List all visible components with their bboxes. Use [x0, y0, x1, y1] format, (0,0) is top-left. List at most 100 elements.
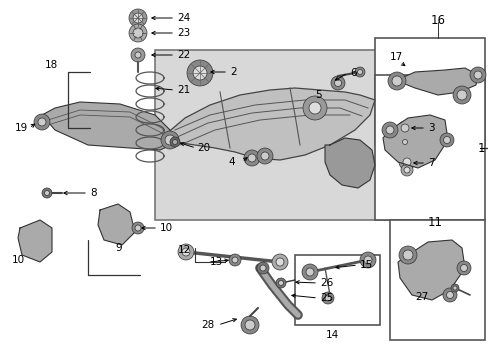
Circle shape [403, 167, 409, 173]
Polygon shape [42, 102, 175, 150]
Circle shape [456, 90, 466, 100]
Circle shape [182, 248, 190, 256]
Circle shape [186, 60, 213, 86]
Text: 11: 11 [427, 216, 442, 229]
Text: 27: 27 [414, 292, 427, 302]
Text: 20: 20 [197, 143, 210, 153]
Circle shape [170, 137, 180, 147]
Circle shape [456, 261, 470, 275]
Circle shape [164, 135, 175, 145]
Text: 3: 3 [427, 123, 434, 133]
Circle shape [193, 66, 206, 80]
Circle shape [257, 262, 268, 274]
Circle shape [133, 28, 142, 38]
Text: 7: 7 [427, 158, 434, 168]
Text: 8: 8 [90, 188, 97, 198]
Bar [155, 50, 389, 220]
Circle shape [275, 278, 285, 288]
Circle shape [385, 126, 393, 134]
Text: 25: 25 [319, 293, 332, 303]
Circle shape [325, 295, 330, 301]
Text: 10: 10 [12, 255, 25, 265]
Text: 12: 12 [178, 245, 191, 255]
Circle shape [321, 292, 333, 304]
Circle shape [452, 86, 470, 104]
Circle shape [402, 250, 412, 260]
Circle shape [231, 257, 238, 263]
Circle shape [469, 67, 485, 83]
Text: 16: 16 [429, 13, 445, 27]
Text: 22: 22 [177, 50, 190, 60]
Polygon shape [98, 204, 135, 245]
Text: 24: 24 [177, 13, 190, 23]
Polygon shape [382, 115, 447, 168]
Circle shape [178, 244, 194, 260]
Bar [389, 220, 484, 340]
Text: 10: 10 [160, 223, 173, 233]
Bar [294, 255, 379, 325]
Circle shape [442, 288, 456, 302]
Text: 9: 9 [115, 243, 122, 253]
Circle shape [228, 254, 241, 266]
Circle shape [271, 254, 287, 270]
Circle shape [260, 265, 265, 271]
Polygon shape [397, 240, 464, 300]
Circle shape [275, 258, 284, 266]
Text: 17: 17 [389, 52, 403, 62]
Text: 18: 18 [45, 60, 58, 70]
Circle shape [357, 69, 362, 75]
Text: 5: 5 [314, 90, 321, 100]
Circle shape [330, 76, 345, 90]
Circle shape [363, 256, 371, 264]
Circle shape [334, 80, 341, 86]
Circle shape [44, 190, 49, 195]
Polygon shape [162, 88, 374, 160]
Circle shape [244, 150, 260, 166]
Circle shape [452, 286, 456, 290]
Circle shape [129, 24, 147, 42]
Circle shape [354, 67, 364, 77]
Circle shape [172, 139, 177, 144]
Circle shape [302, 264, 317, 280]
Circle shape [241, 316, 259, 334]
Circle shape [133, 13, 142, 23]
Circle shape [129, 9, 147, 27]
Circle shape [450, 284, 458, 292]
Text: 13: 13 [209, 257, 223, 267]
Polygon shape [325, 138, 374, 188]
Circle shape [132, 222, 143, 234]
Text: 23: 23 [177, 28, 190, 38]
Circle shape [398, 246, 416, 264]
Text: 21: 21 [177, 85, 190, 95]
Circle shape [397, 121, 411, 135]
Circle shape [261, 152, 268, 160]
Circle shape [460, 265, 467, 271]
Circle shape [131, 48, 145, 62]
Circle shape [359, 252, 375, 268]
Bar [374, 75, 484, 220]
Circle shape [446, 292, 452, 298]
Circle shape [135, 52, 141, 58]
Circle shape [439, 133, 453, 147]
Circle shape [473, 71, 481, 79]
Circle shape [387, 72, 405, 90]
Text: 15: 15 [359, 260, 372, 270]
Text: 14: 14 [325, 330, 338, 340]
Circle shape [443, 136, 449, 144]
Circle shape [42, 188, 52, 198]
Text: 1: 1 [476, 141, 484, 154]
Text: 6: 6 [349, 68, 356, 78]
Text: 2: 2 [229, 67, 236, 77]
Circle shape [161, 131, 179, 149]
Circle shape [400, 124, 408, 132]
Polygon shape [396, 68, 477, 95]
Circle shape [135, 225, 141, 231]
Circle shape [398, 154, 414, 170]
Circle shape [391, 76, 401, 86]
Circle shape [38, 118, 46, 126]
Circle shape [308, 102, 320, 114]
Circle shape [400, 164, 412, 176]
Circle shape [399, 137, 409, 147]
Circle shape [305, 268, 313, 276]
Circle shape [247, 154, 256, 162]
